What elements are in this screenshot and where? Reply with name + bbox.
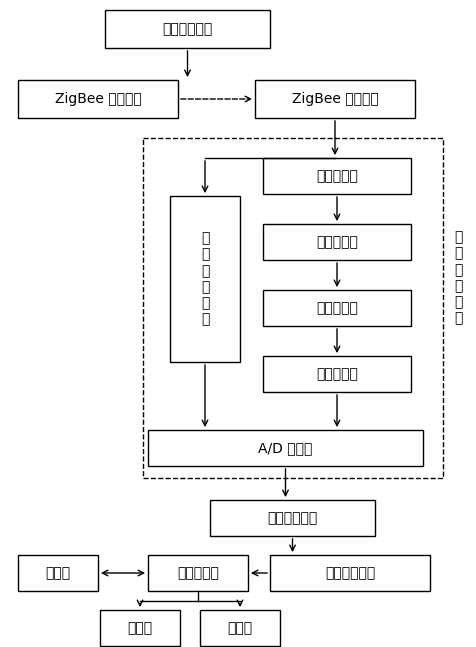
Bar [210, 500, 375, 536]
Text: 信号处理模块: 信号处理模块 [268, 511, 317, 525]
Bar [263, 290, 411, 326]
Text: 数据库: 数据库 [45, 566, 70, 580]
Text: 高通滤波器: 高通滤波器 [316, 235, 358, 249]
Bar [105, 10, 270, 48]
Text: A/D 转换器: A/D 转换器 [258, 441, 313, 455]
Text: 模式识别模块: 模式识别模块 [325, 566, 375, 580]
Text: ZigBee 发送模块: ZigBee 发送模块 [55, 92, 141, 106]
Text: 导
联
检
测
电
路: 导 联 检 测 电 路 [201, 232, 209, 327]
Text: 信
号
调
理
模
块: 信 号 调 理 模 块 [454, 230, 462, 325]
Text: 报警器: 报警器 [228, 621, 253, 635]
Bar [270, 555, 430, 591]
Text: 低通滤波器: 低通滤波器 [316, 367, 358, 381]
Text: 前置放大器: 前置放大器 [316, 169, 358, 183]
Bar [100, 610, 180, 646]
Bar [170, 196, 240, 362]
Text: 心电采集装置: 心电采集装置 [162, 22, 213, 36]
Text: ZigBee 接收模块: ZigBee 接收模块 [292, 92, 378, 106]
Bar [143, 138, 443, 478]
Bar [255, 80, 415, 118]
Text: 显示器: 显示器 [128, 621, 153, 635]
Bar [148, 430, 423, 466]
Bar [148, 555, 248, 591]
Bar [263, 224, 411, 260]
Bar [18, 555, 98, 591]
Bar [18, 80, 178, 118]
Bar [263, 158, 411, 194]
Bar [200, 610, 280, 646]
Text: 后级放大器: 后级放大器 [316, 301, 358, 315]
Text: 中央处理器: 中央处理器 [177, 566, 219, 580]
Bar [263, 356, 411, 392]
